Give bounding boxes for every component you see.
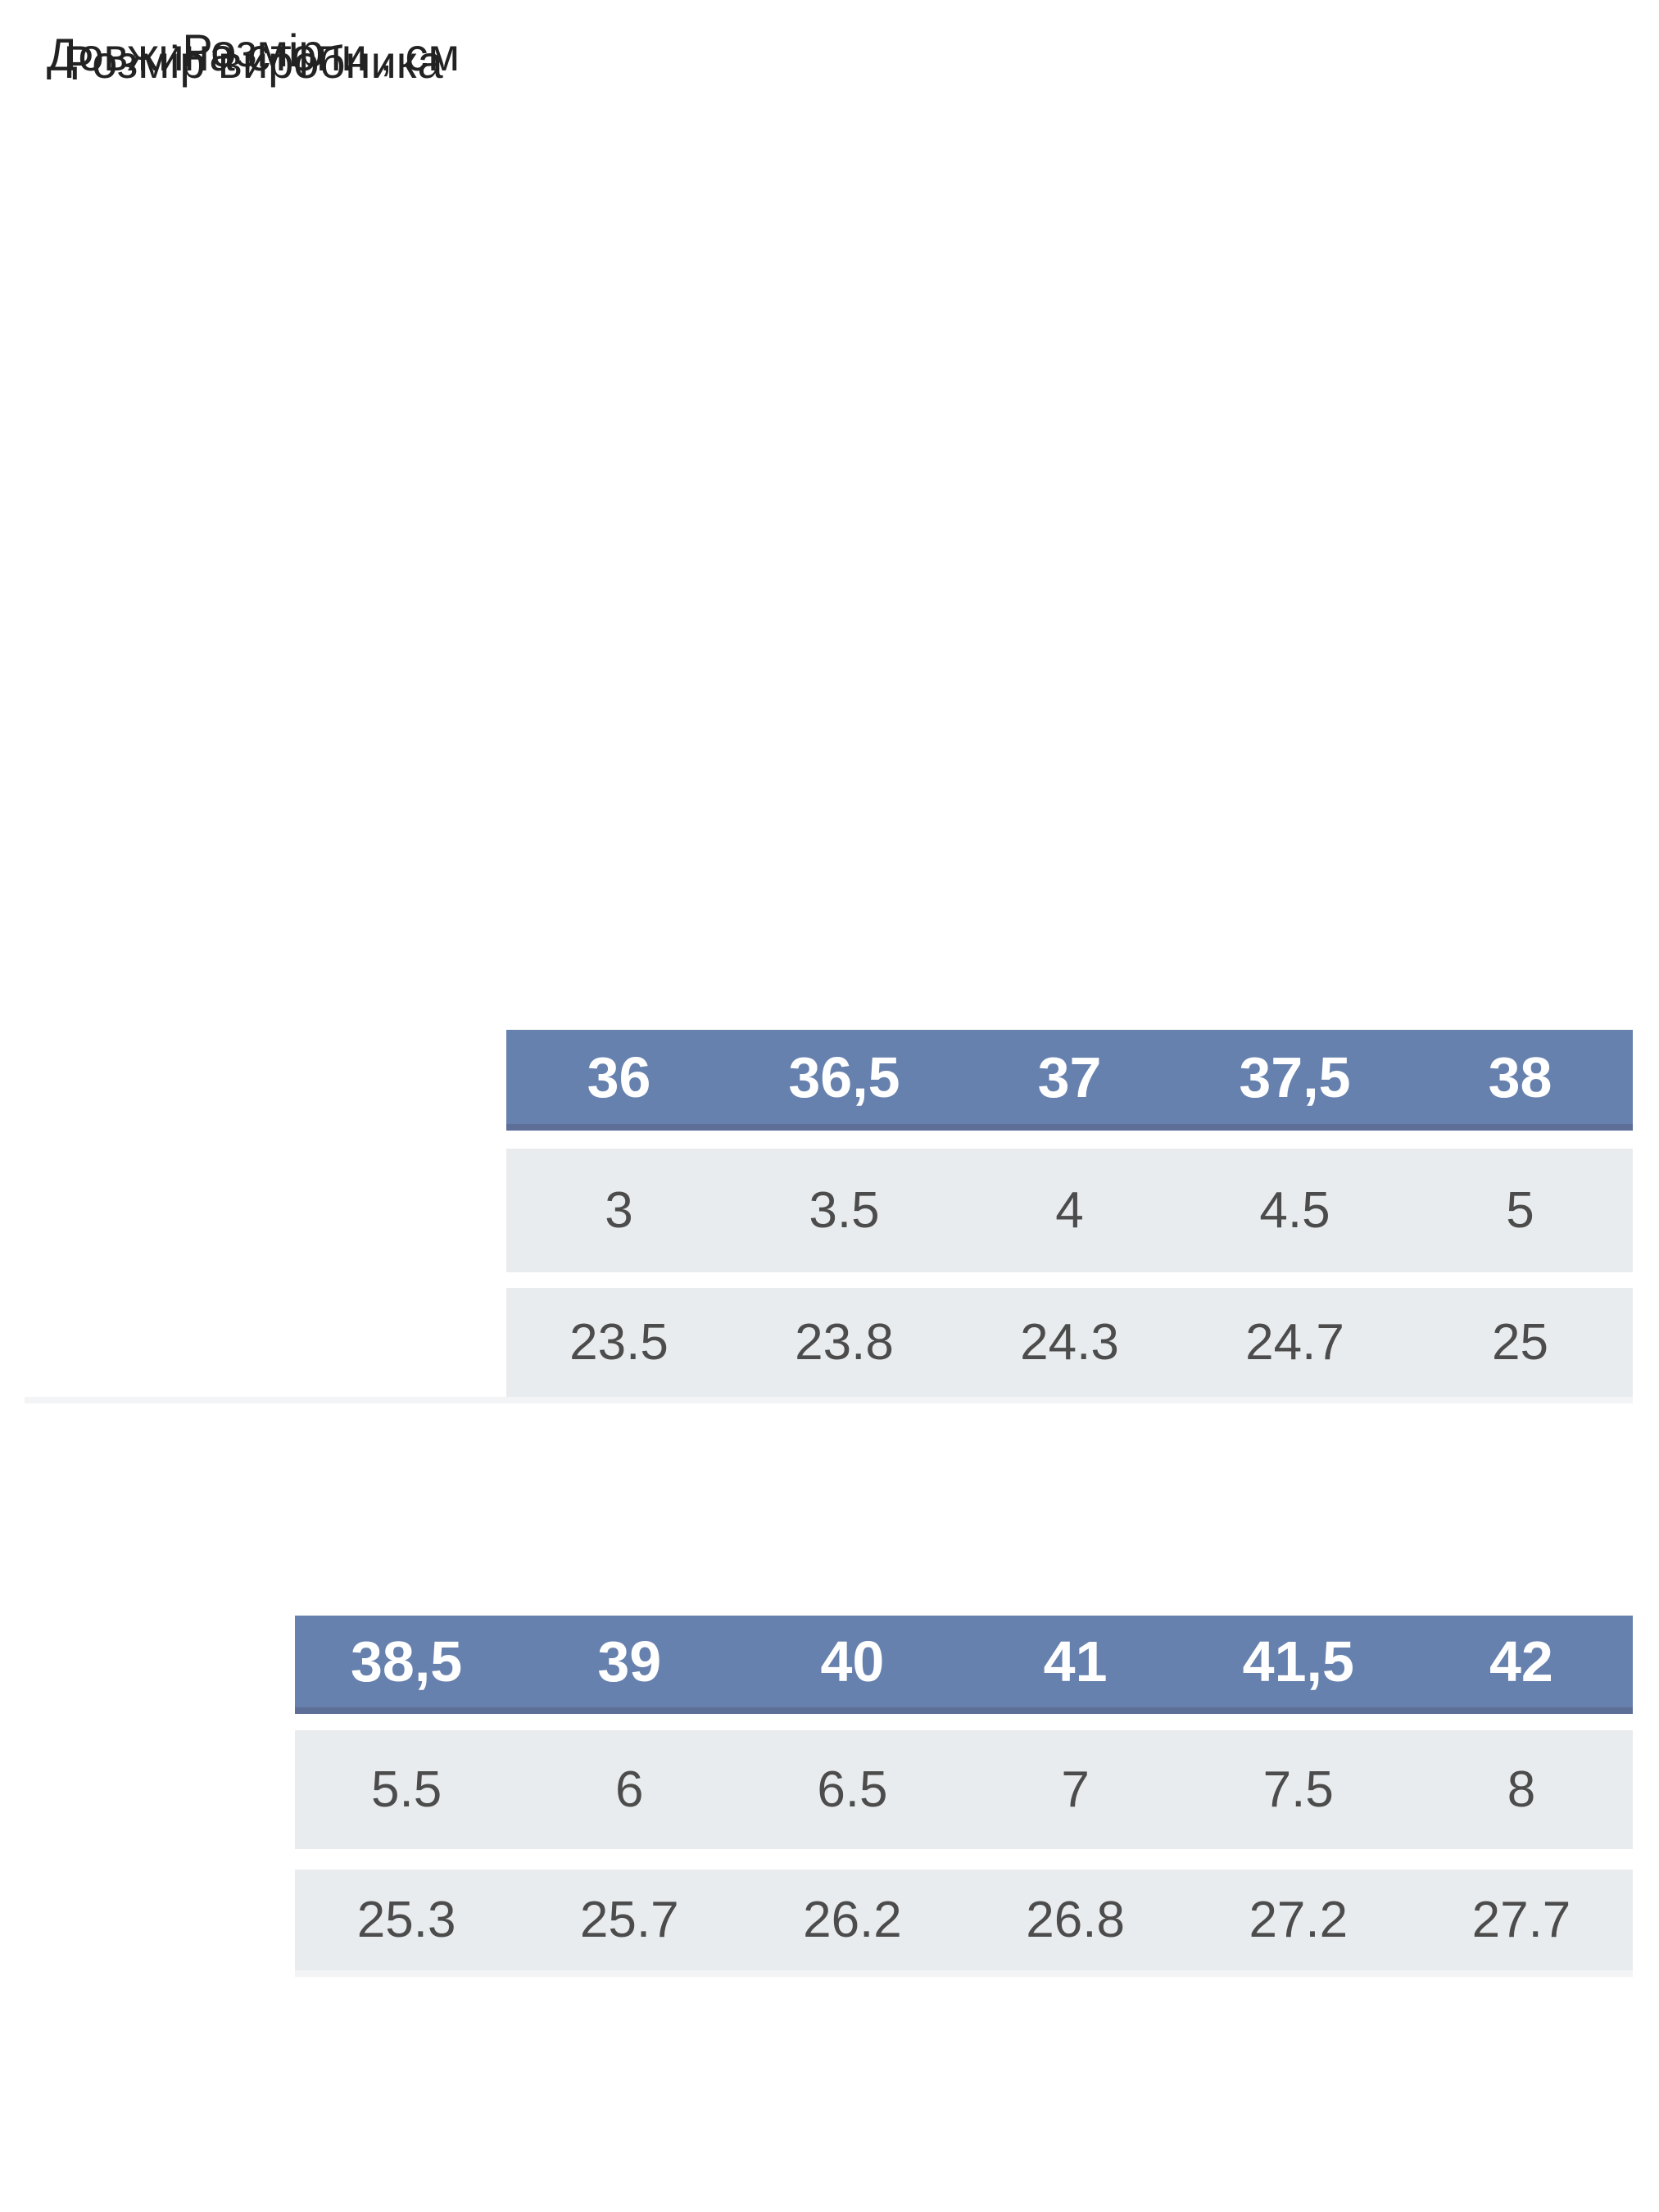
table2-size-cell: 41 xyxy=(1043,1630,1108,1693)
table1-foot-length-cell: 23.5 xyxy=(569,1314,669,1371)
table1-size-cell: 37 xyxy=(1037,1045,1102,1109)
table2-size-cell: 39 xyxy=(597,1630,662,1693)
table2-size-cell: 41,5 xyxy=(1242,1630,1354,1693)
table1-foot-length-cell: 24.3 xyxy=(1020,1314,1119,1371)
table1-foot-length-cell: 25 xyxy=(1492,1314,1548,1371)
table1-label-manufacturer-size: Розмір виробника xyxy=(63,36,443,88)
table1-underline xyxy=(25,1397,1633,1403)
table2-header-row: 38,5 39 40 41 41,5 42 xyxy=(295,1616,1633,1714)
table2-manufacturer-cell: 6.5 xyxy=(817,1761,888,1818)
table2-underline xyxy=(295,1970,1633,1977)
table2-foot-length-cell: 26.8 xyxy=(1026,1892,1125,1948)
table2-foot-length-cell: 27.7 xyxy=(1471,1892,1571,1948)
table2-manufacturer-row: 5.5 6 6.5 7 7.5 8 xyxy=(295,1730,1633,1849)
table1-manufacturer-cell: 4 xyxy=(1055,1182,1084,1239)
table2-manufacturer-cell: 7.5 xyxy=(1262,1761,1334,1818)
table2-manufacturer-cell: 5.5 xyxy=(370,1761,442,1818)
table2-size-cell: 42 xyxy=(1489,1630,1553,1693)
table2-manufacturer-cell: 7 xyxy=(1061,1761,1090,1818)
table1-label-size: Розмір xyxy=(182,25,324,76)
table1-manufacturer-cell: 4.5 xyxy=(1259,1182,1330,1239)
table1-manufacturer-cell: 5 xyxy=(1506,1182,1534,1239)
table1-manufacturer-row: 3 3.5 4 4.5 5 xyxy=(506,1149,1633,1272)
table2-foot-length-cell: 25.7 xyxy=(579,1892,679,1948)
table2-foot-length-row: 25.3 25.7 26.2 26.8 27.2 27.7 xyxy=(295,1870,1633,1970)
table2-manufacturer-cell: 6 xyxy=(615,1761,644,1818)
table1-manufacturer-cell: 3 xyxy=(605,1182,633,1239)
table2-foot-length-cell: 25.3 xyxy=(356,1892,456,1948)
table1-header-row: 36 36,5 37 37,5 38 xyxy=(506,1030,1633,1131)
table1-manufacturer-cell: 3.5 xyxy=(809,1182,880,1239)
table1-foot-length-cell: 23.8 xyxy=(795,1314,894,1371)
table2-size-cell: 38,5 xyxy=(350,1630,463,1693)
table1-foot-length-row: 23.5 23.8 24.3 24.7 25 xyxy=(506,1288,1633,1397)
table2-foot-length-cell: 27.2 xyxy=(1249,1892,1349,1948)
table1-size-cell: 36,5 xyxy=(788,1045,900,1109)
table2-size-cell: 40 xyxy=(820,1630,885,1693)
table2-manufacturer-cell: 8 xyxy=(1507,1761,1536,1818)
table1-label-foot-length: Довжина стопи , см xyxy=(46,29,460,80)
table1-size-cell: 36 xyxy=(587,1045,651,1109)
table1-size-cell: 38 xyxy=(1488,1045,1552,1109)
table1-foot-length-cell: 24.7 xyxy=(1245,1314,1344,1371)
table1-size-cell: 37,5 xyxy=(1239,1045,1351,1109)
table2-foot-length-cell: 26.2 xyxy=(803,1892,902,1948)
